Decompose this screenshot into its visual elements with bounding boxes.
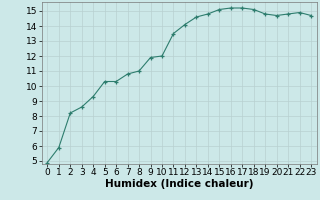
X-axis label: Humidex (Indice chaleur): Humidex (Indice chaleur) — [105, 179, 253, 189]
